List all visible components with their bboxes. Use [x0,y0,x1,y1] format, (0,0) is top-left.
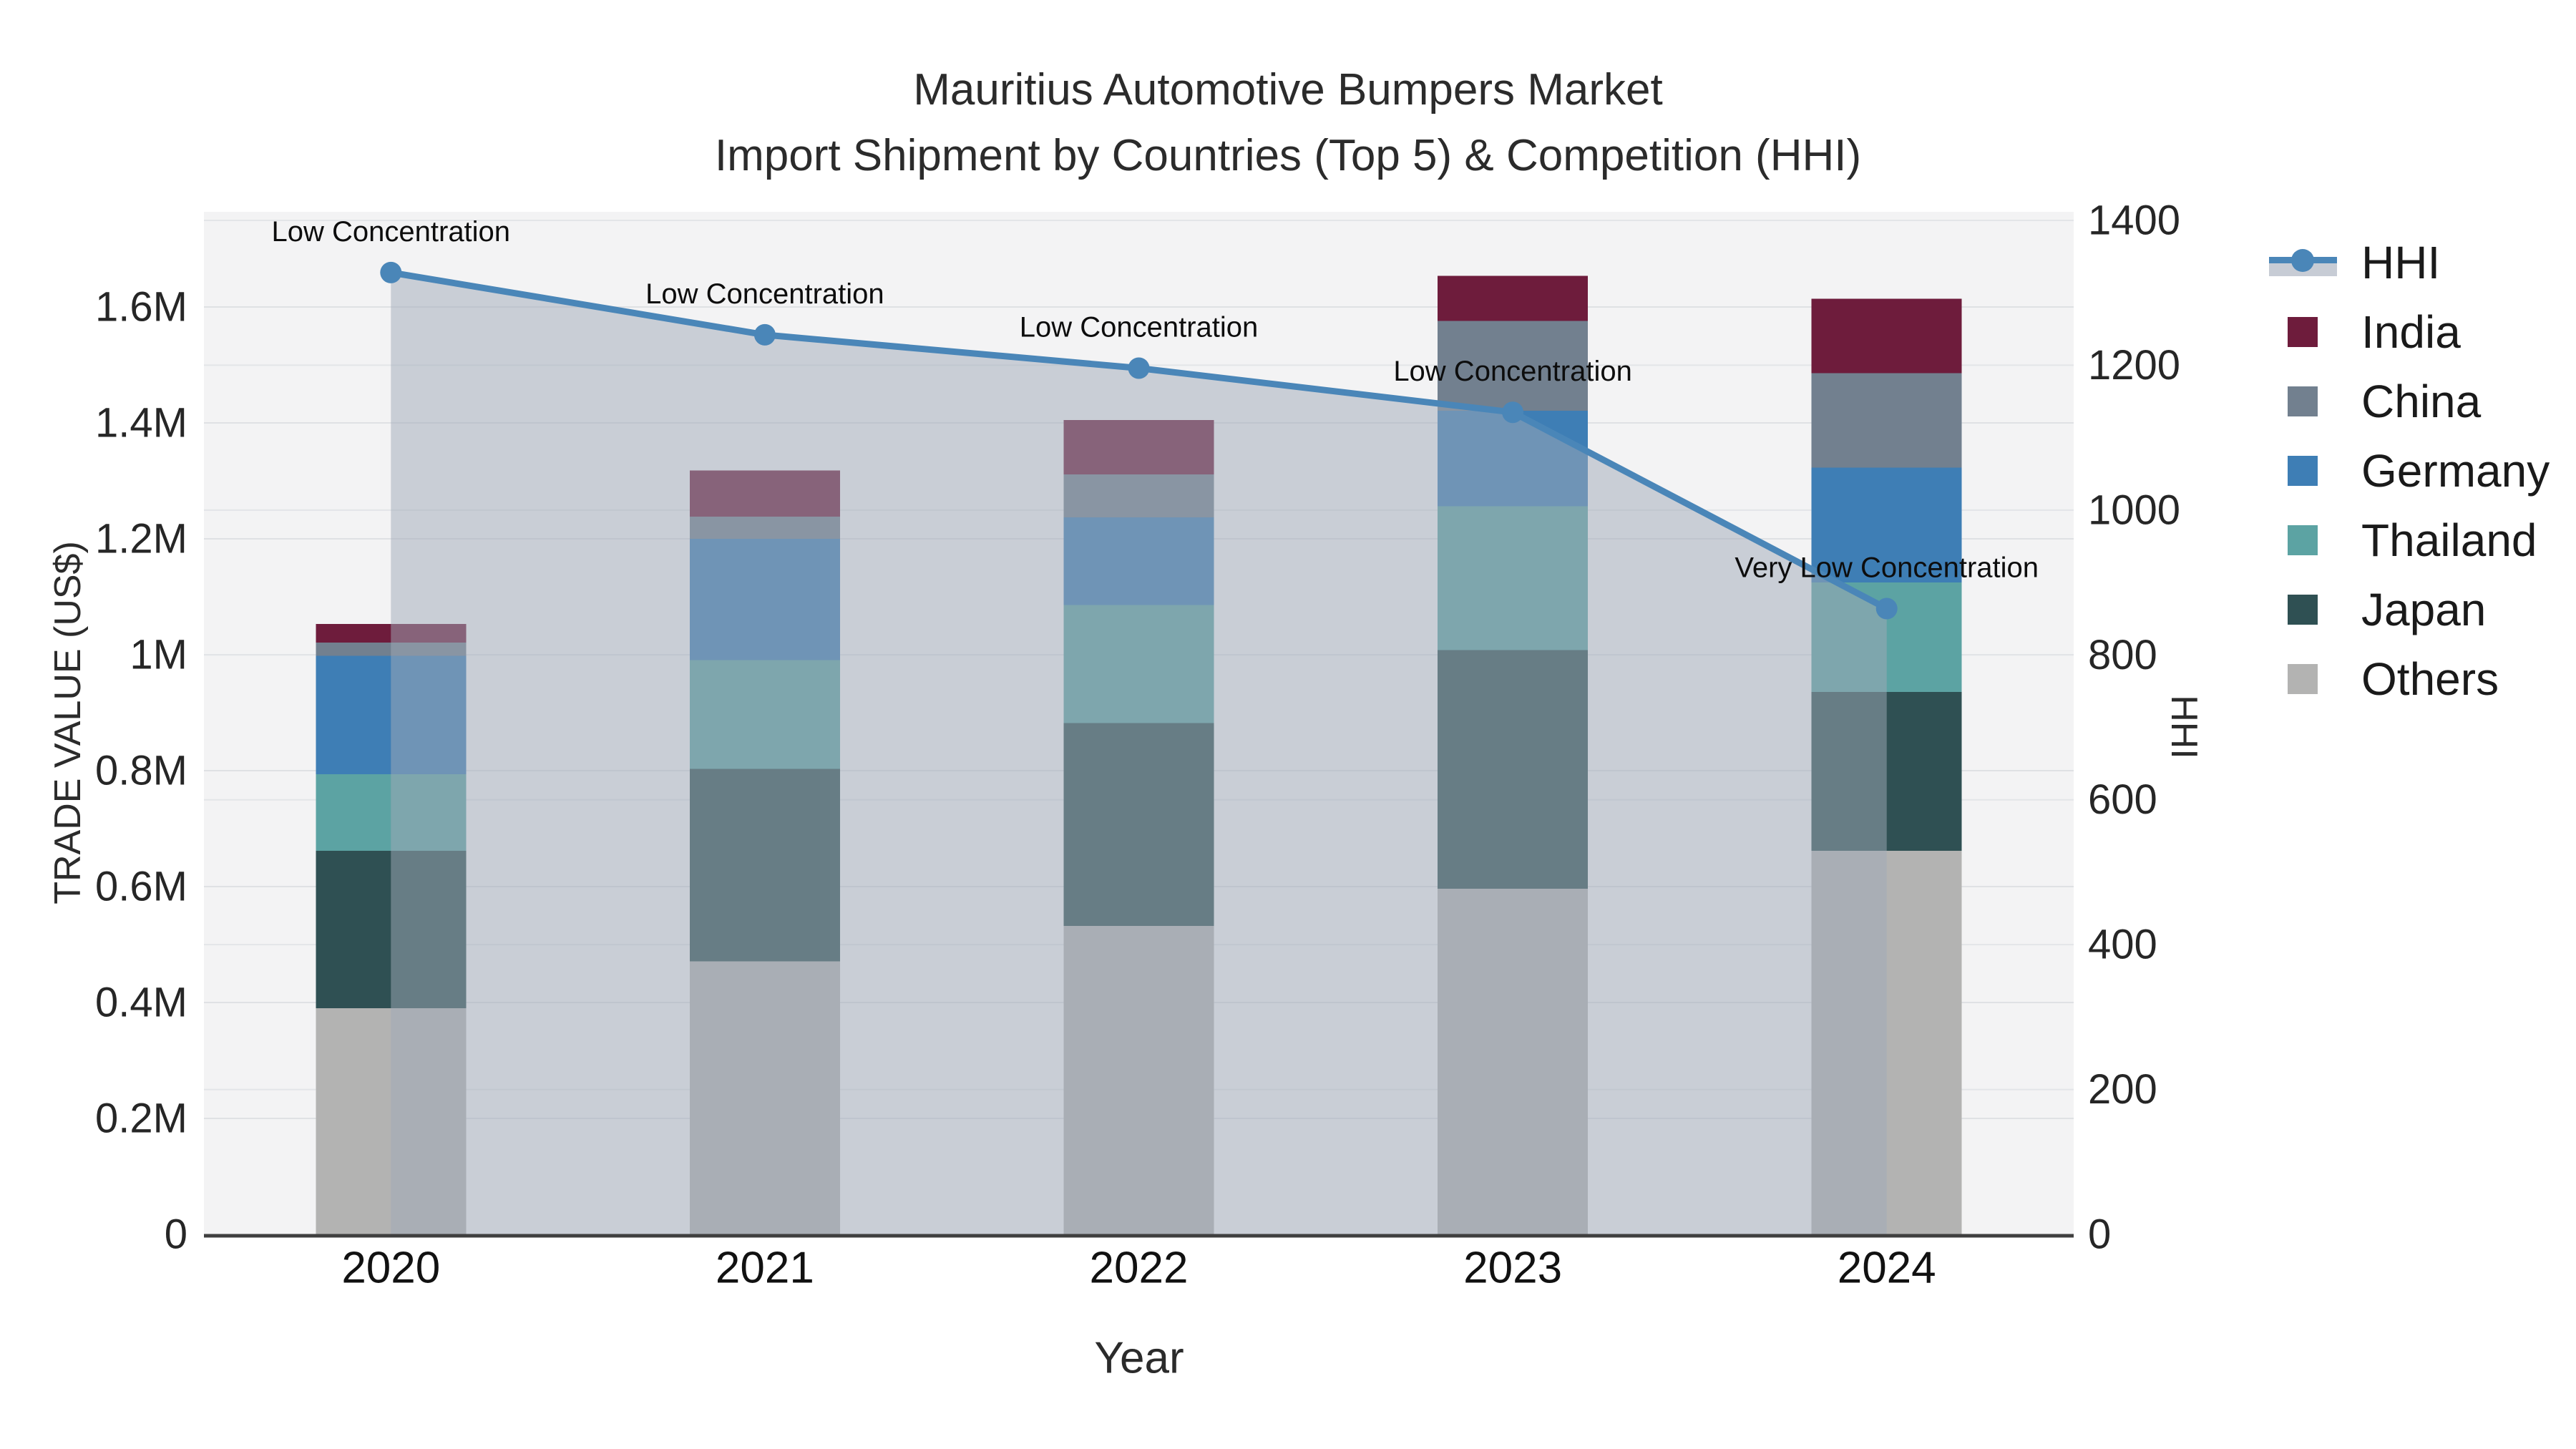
y-left-tick-0.2M: 0.2M [95,1096,187,1142]
y-right-tick-1400: 1400 [2088,197,2180,244]
china-swatch-icon [2288,386,2318,416]
y-left-tick-1M: 1M [130,632,187,678]
x-tick-2021: 2021 [716,1244,814,1293]
bar-segment-2023-china[interactable] [1438,321,1589,411]
legend-item-others[interactable]: Others [2267,644,2550,713]
legend-item-hhi[interactable]: HHI [2267,228,2550,297]
y-left-tick-0: 0 [165,1211,187,1258]
legend-item-china[interactable]: China [2267,366,2550,436]
hhi-marker-2021[interactable] [753,323,776,346]
legend-label-germany: Germany [2361,444,2550,497]
bar-segment-2024-germany[interactable] [1811,467,1962,582]
y-right-tick-400: 400 [2088,922,2157,968]
hhi-line-icon [2268,248,2337,278]
hhi-marker-2022[interactable] [1128,357,1150,379]
hhi-marker-2020[interactable] [380,261,402,283]
annotation-2024: Very Low Concentration [1735,552,2039,584]
japan-swatch-icon [2288,594,2318,625]
legend-label-india: India [2361,306,2461,358]
x-tick-2024: 2024 [1838,1244,1936,1293]
y-axis-title-left: TRADE VALUE (US$) [47,541,89,904]
annotation-2022: Low Concentration [1020,311,1259,343]
hhi-area-fill [391,272,1887,1235]
annotation-2020: Low Concentration [272,216,511,248]
y-right-tick-600: 600 [2088,776,2157,823]
hhi-marker-2024[interactable] [1875,597,1898,620]
x-axis-title: Year [1094,1333,1184,1383]
legend-label-others: Others [2361,653,2499,705]
y-right-tick-800: 800 [2088,632,2157,678]
y-right-tick-1200: 1200 [2088,342,2180,389]
hhi-marker-2023[interactable] [1502,401,1524,424]
chart-title-line2: Import Shipment by Countries (Top 5) & C… [714,131,1862,180]
legend-label-thailand: Thailand [2361,514,2537,566]
x-tick-2020: 2020 [341,1244,440,1293]
legend-label-japan: Japan [2361,583,2487,635]
thailand-swatch-icon [2288,525,2318,555]
legend-label-hhi: HHI [2361,236,2441,288]
y-left-tick-1.6M: 1.6M [95,284,187,331]
x-tick-2023: 2023 [1463,1244,1562,1293]
y-right-tick-1000: 1000 [2088,487,2180,533]
y-left-tick-0.8M: 0.8M [95,748,187,794]
legend-item-thailand[interactable]: Thailand [2267,505,2550,575]
germany-swatch-icon [2288,455,2318,486]
india-swatch-icon [2288,316,2318,347]
legend-item-japan[interactable]: Japan [2267,575,2550,644]
y-axis-title-right: HHI [2163,695,2205,759]
y-left-tick-0.6M: 0.6M [95,864,187,910]
legend-item-germany[interactable]: Germany [2267,436,2550,505]
bar-segment-2023-india[interactable] [1438,275,1589,321]
bar-segment-2024-china[interactable] [1811,373,1962,468]
annotation-2021: Low Concentration [645,278,884,310]
annotation-2023: Low Concentration [1393,356,1632,387]
legend: HHI India China Germany Thailand Japan O… [2267,228,2550,713]
others-swatch-icon [2288,663,2318,694]
y-left-tick-0.4M: 0.4M [95,980,187,1026]
bar-segment-2024-india[interactable] [1811,298,1962,374]
y-right-tick-200: 200 [2088,1066,2157,1113]
legend-label-china: China [2361,375,2482,427]
chart-title: Mauritius Automotive Bumpers Market Impo… [0,57,2576,189]
y-right-tick-0: 0 [2088,1211,2111,1258]
x-tick-2022: 2022 [1090,1244,1189,1293]
y-left-tick-1.2M: 1.2M [95,516,187,562]
y-left-tick-1.4M: 1.4M [95,400,187,447]
legend-item-india[interactable]: India [2267,297,2550,366]
chart-title-line1: Mauritius Automotive Bumpers Market [913,65,1663,114]
